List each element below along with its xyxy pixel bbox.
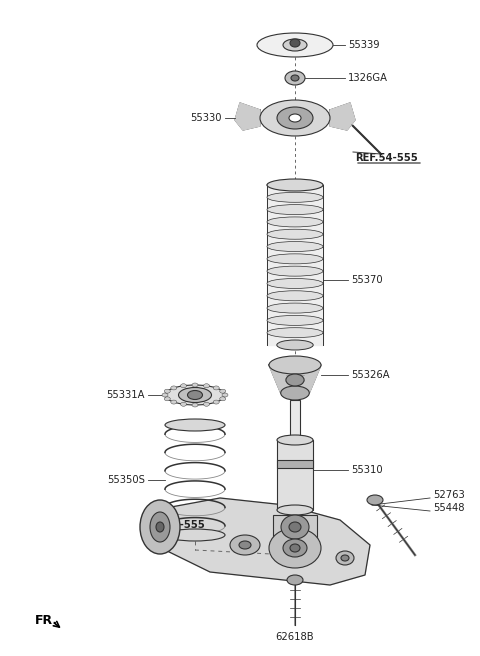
Polygon shape bbox=[267, 308, 323, 320]
Ellipse shape bbox=[267, 316, 323, 325]
Ellipse shape bbox=[277, 107, 313, 129]
Ellipse shape bbox=[140, 500, 180, 554]
Text: 55330: 55330 bbox=[191, 113, 222, 123]
Polygon shape bbox=[267, 234, 323, 247]
Ellipse shape bbox=[180, 402, 187, 406]
Ellipse shape bbox=[267, 241, 323, 251]
Ellipse shape bbox=[188, 390, 203, 400]
Ellipse shape bbox=[367, 495, 383, 505]
Ellipse shape bbox=[267, 254, 323, 264]
Polygon shape bbox=[267, 259, 323, 271]
Ellipse shape bbox=[220, 389, 226, 393]
Text: 62618B: 62618B bbox=[276, 632, 314, 642]
Ellipse shape bbox=[267, 192, 323, 202]
Ellipse shape bbox=[267, 205, 323, 215]
Ellipse shape bbox=[171, 386, 177, 390]
Ellipse shape bbox=[281, 515, 309, 539]
Ellipse shape bbox=[260, 100, 330, 136]
Text: 55310: 55310 bbox=[351, 465, 383, 475]
Polygon shape bbox=[267, 271, 323, 283]
Ellipse shape bbox=[164, 389, 170, 393]
Text: 52763: 52763 bbox=[433, 490, 465, 500]
Text: 1326GA: 1326GA bbox=[348, 73, 388, 83]
Polygon shape bbox=[235, 103, 260, 130]
Ellipse shape bbox=[267, 328, 323, 338]
Ellipse shape bbox=[165, 419, 225, 431]
Ellipse shape bbox=[204, 384, 209, 388]
Polygon shape bbox=[267, 283, 323, 296]
Ellipse shape bbox=[267, 303, 323, 313]
Ellipse shape bbox=[290, 544, 300, 552]
Ellipse shape bbox=[277, 435, 313, 445]
Ellipse shape bbox=[267, 266, 323, 276]
Ellipse shape bbox=[267, 180, 323, 190]
Ellipse shape bbox=[179, 388, 212, 403]
Ellipse shape bbox=[289, 114, 301, 122]
Ellipse shape bbox=[156, 522, 164, 532]
Ellipse shape bbox=[222, 393, 228, 397]
Ellipse shape bbox=[165, 385, 225, 405]
Text: REF.54-555: REF.54-555 bbox=[142, 520, 205, 530]
Text: 55350S: 55350S bbox=[107, 475, 145, 485]
Polygon shape bbox=[330, 103, 355, 130]
Ellipse shape bbox=[213, 386, 219, 390]
Text: 55339: 55339 bbox=[348, 40, 380, 50]
Ellipse shape bbox=[267, 278, 323, 289]
Polygon shape bbox=[267, 222, 323, 234]
Text: 55326A: 55326A bbox=[351, 370, 390, 380]
Polygon shape bbox=[267, 333, 323, 345]
Ellipse shape bbox=[277, 340, 313, 350]
Ellipse shape bbox=[213, 400, 219, 404]
Ellipse shape bbox=[269, 528, 321, 568]
Ellipse shape bbox=[192, 383, 198, 387]
Ellipse shape bbox=[239, 541, 251, 549]
Bar bbox=[277, 440, 313, 510]
Ellipse shape bbox=[230, 535, 260, 555]
Text: REF.54-555: REF.54-555 bbox=[355, 153, 418, 163]
Ellipse shape bbox=[267, 229, 323, 239]
Ellipse shape bbox=[192, 403, 198, 407]
Polygon shape bbox=[267, 320, 323, 333]
Bar bbox=[273, 515, 317, 540]
Text: 55448: 55448 bbox=[433, 503, 465, 513]
Ellipse shape bbox=[281, 386, 309, 400]
Ellipse shape bbox=[171, 400, 177, 404]
Ellipse shape bbox=[283, 539, 307, 557]
Ellipse shape bbox=[162, 393, 168, 397]
Ellipse shape bbox=[287, 575, 303, 585]
Ellipse shape bbox=[341, 555, 349, 561]
Ellipse shape bbox=[269, 356, 321, 374]
Polygon shape bbox=[267, 197, 323, 210]
Ellipse shape bbox=[267, 217, 323, 227]
Polygon shape bbox=[267, 296, 323, 308]
Ellipse shape bbox=[180, 384, 187, 388]
Ellipse shape bbox=[336, 551, 354, 565]
Ellipse shape bbox=[277, 505, 313, 515]
Ellipse shape bbox=[150, 512, 170, 542]
Ellipse shape bbox=[291, 75, 299, 81]
Ellipse shape bbox=[267, 291, 323, 300]
Polygon shape bbox=[267, 210, 323, 222]
Text: 55331A: 55331A bbox=[107, 390, 145, 400]
Polygon shape bbox=[269, 365, 321, 393]
Ellipse shape bbox=[286, 374, 304, 386]
Text: FR.: FR. bbox=[35, 613, 58, 626]
Ellipse shape bbox=[257, 33, 333, 57]
Ellipse shape bbox=[164, 397, 170, 401]
Polygon shape bbox=[267, 185, 323, 197]
Bar bbox=[290, 400, 300, 440]
Ellipse shape bbox=[289, 522, 301, 532]
Text: 55370: 55370 bbox=[351, 275, 383, 285]
Ellipse shape bbox=[290, 39, 300, 47]
Ellipse shape bbox=[283, 39, 307, 51]
Ellipse shape bbox=[267, 179, 323, 191]
Bar bbox=[277, 460, 313, 468]
Ellipse shape bbox=[204, 402, 209, 406]
Polygon shape bbox=[267, 247, 323, 259]
Ellipse shape bbox=[220, 397, 226, 401]
Ellipse shape bbox=[285, 71, 305, 85]
Ellipse shape bbox=[165, 529, 225, 541]
Polygon shape bbox=[155, 498, 370, 585]
